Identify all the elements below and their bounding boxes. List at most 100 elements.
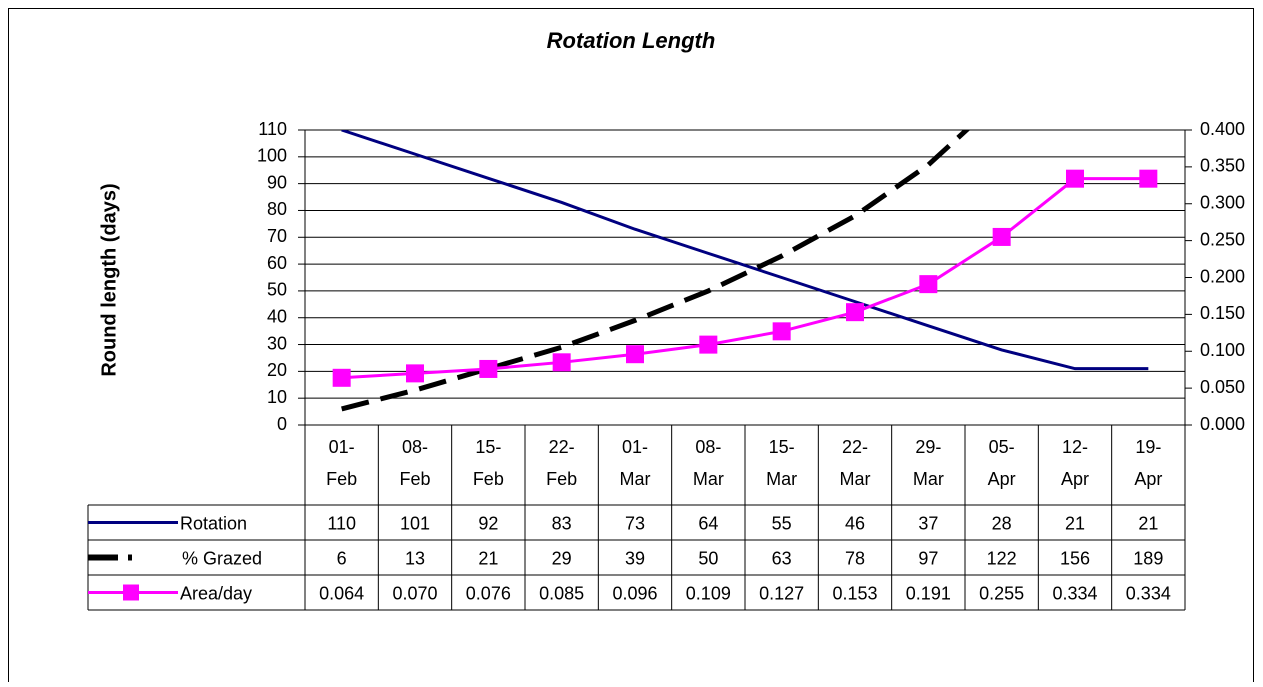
table-value: 64 xyxy=(698,513,718,533)
table-value: 0.109 xyxy=(686,583,731,603)
legend-label: Area/day xyxy=(180,583,252,603)
marker xyxy=(699,335,718,354)
x-tick-label: 08- Mar xyxy=(693,437,724,489)
table-value: 6 xyxy=(337,548,347,568)
legend-marker xyxy=(123,584,139,601)
table-value: 0.070 xyxy=(392,583,437,603)
y-tick-label: 50 xyxy=(267,280,287,300)
marker xyxy=(846,303,864,322)
table-value: 63 xyxy=(772,548,792,568)
y2-tick-label: 0.200 xyxy=(1200,266,1245,286)
x-tick-label: 01- Mar xyxy=(620,437,651,489)
y2-tick-label: 0.350 xyxy=(1200,156,1245,176)
table-value: 0.334 xyxy=(1052,583,1097,603)
x-tick-label-part: Mar xyxy=(766,469,797,489)
x-tick-label-part: Mar xyxy=(913,469,944,489)
series-line xyxy=(341,130,1149,371)
y-tick-label: 100 xyxy=(257,146,287,166)
x-tick-label-part: 08- xyxy=(402,437,428,457)
x-tick-label-part: 01- xyxy=(622,437,648,457)
y-tick-label: 20 xyxy=(267,360,287,380)
y2-tick-label: 0.050 xyxy=(1200,377,1245,397)
table-value: 21 xyxy=(478,548,498,568)
x-tick-label-part: 15- xyxy=(769,437,795,457)
plot xyxy=(341,130,1149,412)
x-tick-label-part: Apr xyxy=(1061,469,1089,489)
table-value: 50 xyxy=(698,548,718,568)
marker xyxy=(992,227,1011,246)
x-tick-label-part: Feb xyxy=(399,469,430,489)
y-tick-label: 40 xyxy=(267,306,287,326)
table-value: 39 xyxy=(625,548,645,568)
table-value: 97 xyxy=(918,548,938,568)
y2-tick-label: 0.250 xyxy=(1200,229,1245,249)
x-tick-label: 29- Mar xyxy=(913,437,944,489)
legend-label: % Grazed xyxy=(182,548,262,568)
x-tick-label-part: Mar xyxy=(840,469,871,489)
x-tick-label-part: Mar xyxy=(693,469,724,489)
x-tick-label: 12- Apr xyxy=(1061,437,1089,489)
table-value: 189 xyxy=(1133,548,1163,568)
x-tick-label-part: 01- xyxy=(329,437,355,457)
table-value: 28 xyxy=(992,513,1012,533)
x-tick-label-part: Apr xyxy=(988,469,1016,489)
y-axis-title: Round length (days) xyxy=(98,183,120,376)
table-value: 0.096 xyxy=(612,583,657,603)
x-tick-label: 05- Apr xyxy=(988,437,1016,489)
x-tick-label-part: Feb xyxy=(473,469,504,489)
chart-title: Rotation Length xyxy=(547,28,716,53)
x-tick-label: 22- Feb xyxy=(546,437,577,489)
y-tick-label: 70 xyxy=(267,226,287,246)
table-value: 55 xyxy=(772,513,792,533)
table-value: 122 xyxy=(987,548,1017,568)
y-tick-label: 30 xyxy=(267,333,287,353)
table-value: 37 xyxy=(918,513,938,533)
x-tick-label: 08- Feb xyxy=(399,437,430,489)
y2-tick-label: 0.400 xyxy=(1200,119,1245,139)
marker xyxy=(479,359,498,378)
x-tick-label-part: 15- xyxy=(475,437,501,457)
table-value: 21 xyxy=(1138,513,1158,533)
table-value: 73 xyxy=(625,513,645,533)
table-value: 110 xyxy=(327,513,356,533)
y2-tick-label: 0.150 xyxy=(1200,303,1245,323)
table-value: 21 xyxy=(1065,513,1085,533)
y-tick-label: 60 xyxy=(267,253,287,273)
marker xyxy=(552,353,571,372)
x-tick-label-part: 19- xyxy=(1135,437,1161,457)
x-tick-label-part: 08- xyxy=(695,437,721,457)
y-tick-label: 110 xyxy=(258,119,287,139)
y-tick-label: 10 xyxy=(267,387,287,407)
y-tick-label: 80 xyxy=(267,199,287,219)
table-value: 0.085 xyxy=(539,583,584,603)
y2-tick-label: 0.300 xyxy=(1200,193,1245,213)
table-value: 46 xyxy=(845,513,865,533)
table-value: 0.153 xyxy=(832,583,877,603)
x-tick-label: 22- Mar xyxy=(840,437,871,489)
table-value: 78 xyxy=(845,548,865,568)
table-value: 0.334 xyxy=(1126,583,1171,603)
marker xyxy=(1066,169,1084,188)
marker xyxy=(406,364,424,383)
marker xyxy=(626,345,644,364)
x-tick-label-part: 22- xyxy=(549,437,575,457)
x-tick-label-part: Apr xyxy=(1134,469,1162,489)
x-tick-label: 15- Mar xyxy=(766,437,797,489)
table-value: 13 xyxy=(405,548,425,568)
table-value: 101 xyxy=(400,513,430,533)
table-value: 0.076 xyxy=(466,583,511,603)
x-tick-label-part: Mar xyxy=(620,469,651,489)
y2-tick-label: 0.000 xyxy=(1200,414,1245,434)
legend-label: Rotation xyxy=(180,513,247,533)
table-value: 0.255 xyxy=(979,583,1024,603)
x-tick-label-part: Feb xyxy=(546,469,577,489)
y-tick-label: 90 xyxy=(267,172,287,192)
x-tick-label-part: 22- xyxy=(842,437,868,457)
x-tick-label: 01- Feb xyxy=(326,437,357,489)
table-value: 0.127 xyxy=(759,583,804,603)
table-value: 0.191 xyxy=(906,583,951,603)
table-value: 92 xyxy=(478,513,498,533)
table-value: 83 xyxy=(552,513,572,533)
y-tick-label: 0 xyxy=(277,414,287,434)
